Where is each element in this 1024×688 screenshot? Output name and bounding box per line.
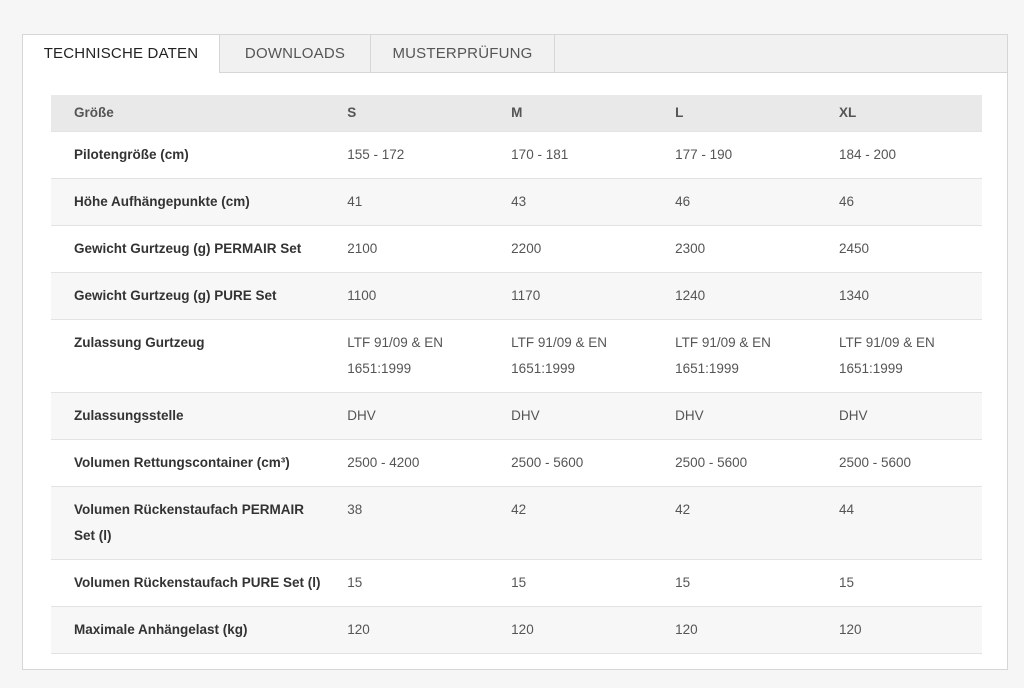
tab-technische-daten[interactable]: TECHNISCHE DATEN — [23, 35, 220, 73]
table-cell: 120 — [347, 606, 512, 654]
table-cell: 2200 — [511, 225, 676, 273]
column-header-s: S — [347, 95, 512, 132]
table-cell: DHV — [347, 392, 512, 440]
table-row: Volumen Rückenstaufach PURE Set (l) 15 1… — [51, 559, 982, 607]
table-cell: 155 - 172 — [347, 131, 512, 179]
tab-musterpruefung[interactable]: MUSTERPRÜFUNG — [371, 35, 555, 72]
table-row: Volumen Rückenstaufach PERMAIR Set (l) 3… — [51, 486, 982, 560]
table-cell: 43 — [511, 178, 676, 226]
table-cell: 120 — [675, 606, 839, 654]
row-label: Maximale Anhängelast (kg) — [51, 606, 348, 654]
table-cell: 38 — [347, 486, 512, 560]
table-row: Gewicht Gurtzeug (g) PERMAIR Set 2100 22… — [51, 225, 982, 273]
table-cell: 1100 — [347, 272, 512, 320]
tab-downloads[interactable]: DOWNLOADS — [220, 35, 371, 72]
table-cell: 2450 — [838, 225, 982, 273]
table-cell: 42 — [675, 486, 839, 560]
table-cell: LTF 91/09 & EN 1651:1999 — [675, 319, 839, 393]
table-cell: 1170 — [511, 272, 676, 320]
table-cell: 41 — [347, 178, 512, 226]
table-cell: 177 - 190 — [675, 131, 839, 179]
table-row: Höhe Aufhängepunkte (cm) 41 43 46 46 — [51, 178, 982, 226]
table-cell: 46 — [838, 178, 982, 226]
table-cell: 2500 - 4200 — [347, 439, 512, 487]
row-label: Volumen Rettungscontainer (cm³) — [51, 439, 348, 487]
table-row: Maximale Anhängelast (kg) 120 120 120 12… — [51, 606, 982, 654]
product-details-panel: TECHNISCHE DATEN DOWNLOADS MUSTERPRÜFUNG… — [22, 34, 1008, 670]
table-row: Volumen Rettungscontainer (cm³) 2500 - 4… — [51, 439, 982, 487]
table-cell: 42 — [511, 486, 676, 560]
table-cell: LTF 91/09 & EN 1651:1999 — [347, 319, 512, 393]
table-header-row: Größe S M L XL — [51, 95, 982, 132]
tab-bar: TECHNISCHE DATEN DOWNLOADS MUSTERPRÜFUNG — [23, 35, 1007, 73]
table-cell: 120 — [511, 606, 676, 654]
row-label: Volumen Rückenstaufach PERMAIR Set (l) — [51, 486, 348, 560]
row-label: Zulassungsstelle — [51, 392, 348, 440]
column-header-m: M — [511, 95, 676, 132]
technical-data-table: Größe S M L XL Pilotengröße (cm) 155 - 1… — [51, 95, 982, 654]
table-cell: 2500 - 5600 — [838, 439, 982, 487]
table-cell: 2500 - 5600 — [511, 439, 676, 487]
column-header-xl: XL — [838, 95, 982, 132]
table-cell: 170 - 181 — [511, 131, 676, 179]
table-cell: 44 — [838, 486, 982, 560]
table-cell: 2500 - 5600 — [675, 439, 839, 487]
row-label: Pilotengröße (cm) — [51, 131, 348, 179]
table-row: Gewicht Gurtzeug (g) PURE Set 1100 1170 … — [51, 272, 982, 320]
table-cell: 15 — [675, 559, 839, 607]
table-row: Zulassung Gurtzeug LTF 91/09 & EN 1651:1… — [51, 319, 982, 393]
table-cell: 120 — [838, 606, 982, 654]
table-cell: LTF 91/09 & EN 1651:1999 — [511, 319, 676, 393]
column-header-l: L — [675, 95, 839, 132]
table-cell: 1340 — [838, 272, 982, 320]
table-row: Zulassungsstelle DHV DHV DHV DHV — [51, 392, 982, 440]
table-cell: 1240 — [675, 272, 839, 320]
table-cell: 2300 — [675, 225, 839, 273]
table-cell: 15 — [838, 559, 982, 607]
row-label: Höhe Aufhängepunkte (cm) — [51, 178, 348, 226]
table-cell: 2100 — [347, 225, 512, 273]
table-cell: DHV — [838, 392, 982, 440]
table-row: Pilotengröße (cm) 155 - 172 170 - 181 17… — [51, 131, 982, 179]
table-cell: 46 — [675, 178, 839, 226]
table-cell: LTF 91/09 & EN 1651:1999 — [838, 319, 982, 393]
table-cell: DHV — [675, 392, 839, 440]
table-cell: DHV — [511, 392, 676, 440]
row-label: Volumen Rückenstaufach PURE Set (l) — [51, 559, 348, 607]
table-cell: 15 — [347, 559, 512, 607]
table-cell: 184 - 200 — [838, 131, 982, 179]
row-label: Gewicht Gurtzeug (g) PERMAIR Set — [51, 225, 348, 273]
row-label: Zulassung Gurtzeug — [51, 319, 348, 393]
column-header-size: Größe — [51, 95, 348, 132]
row-label: Gewicht Gurtzeug (g) PURE Set — [51, 272, 348, 320]
table-cell: 15 — [511, 559, 676, 607]
